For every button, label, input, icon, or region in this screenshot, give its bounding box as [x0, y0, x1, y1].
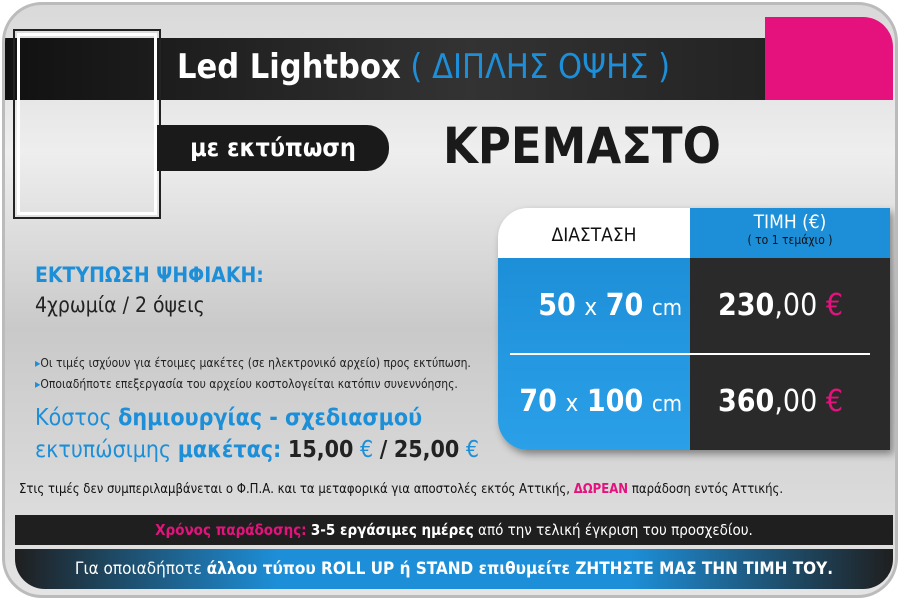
- currency: €: [825, 384, 843, 419]
- price-dec: ,00: [774, 288, 818, 323]
- unit: cm: [651, 296, 682, 321]
- size-cell: 70 x 100 cm: [498, 354, 690, 450]
- row-divider: [510, 353, 870, 355]
- text: 3-5 εργάσιμες ημέρες: [310, 521, 474, 539]
- sep: /: [379, 437, 388, 463]
- pink-block: [765, 17, 893, 100]
- price-int: 360: [718, 384, 775, 419]
- size: 50: [538, 288, 576, 323]
- price-dec: ,00: [774, 384, 818, 419]
- note-text: Οι τιμές ισχύουν για έτοιμες μακέτες (σε…: [40, 356, 471, 370]
- price-int: 230: [718, 288, 775, 323]
- times: x: [565, 389, 579, 417]
- size: 70: [519, 384, 557, 419]
- text: ΔΩΡΕΑΝ: [573, 482, 629, 497]
- currency: €: [465, 437, 480, 463]
- cost-line-1: Κόστος δημιουργίας - σχεδιασμού: [35, 405, 422, 431]
- badge: με εκτύπωση: [157, 125, 389, 171]
- print-title: ΕΚΤΥΠΩΣΗ ΨΗΦΙΑΚΗ:: [35, 263, 264, 287]
- cost-line-2: εκτυπώσιμης μακέτας: 15,00 € / 25,00 €: [35, 437, 479, 463]
- note: ▸Οι τιμές ισχύουν για έτοιμες μακέτες (σ…: [35, 356, 471, 370]
- text: από την τελική έγκριση του προσχεδίου.: [478, 521, 753, 539]
- price-cell: 360,00 €: [690, 354, 890, 450]
- title-bar: [5, 38, 780, 100]
- lightbox-icon: [13, 29, 161, 219]
- note-text: Οποιαδήποτε επεξεργασία του αρχείου κοστ…: [40, 377, 458, 391]
- price: 15,00: [287, 437, 354, 463]
- text: δημιουργίας - σχεδιασμού: [118, 405, 423, 431]
- title-sub: ( ΔΙΠΛΗΣ ΟΨΗΣ ): [410, 47, 671, 87]
- heading: ΚΡΕΜΑΣΤΟ: [443, 117, 721, 175]
- size: 70: [605, 288, 644, 323]
- vat-note: Στις τιμές δεν συμπεριλαμβάνεται ο Φ.Π.Α…: [19, 482, 783, 497]
- unit: cm: [651, 392, 682, 417]
- delivery-bar: Χρόνος παράδοσης: 3-5 εργάσιμες ημέρες α…: [15, 515, 893, 545]
- text: Χρόνος παράδοσης:: [155, 521, 307, 539]
- other-bar: Για οποιαδήποτε άλλου τύπου ROLL UP ή ST…: [15, 549, 893, 589]
- title-text: Led Lightbox: [177, 47, 401, 87]
- currency: €: [359, 437, 374, 463]
- text: Στις τιμές δεν συμπεριλαμβάνεται ο Φ.Π.Α…: [19, 482, 570, 497]
- notes: ▸Οι τιμές ισχύουν για έτοιμες μακέτες (σ…: [35, 353, 471, 395]
- text: μακέτας:: [177, 437, 282, 463]
- size: 100: [586, 384, 644, 419]
- text: εκτυπώσιμης: [35, 437, 172, 463]
- note: ▸Οποιαδήποτε επεξεργασία του αρχείου κοσ…: [35, 377, 458, 391]
- text: άλλου τύπου ROLL UP ή STAND επιθυμείτε Ζ…: [206, 559, 834, 579]
- size-cell: 50 x 70 cm: [498, 258, 690, 354]
- text: παράδοση εντός Αττικής.: [631, 482, 784, 497]
- times: x: [584, 293, 598, 321]
- text: Για οποιαδήποτε: [74, 559, 202, 579]
- header-cell: ΔΙΑΣΤΑΣΗ: [498, 208, 690, 258]
- currency: €: [825, 288, 843, 323]
- text: Κόστος: [35, 405, 112, 431]
- title: Led Lightbox ( ΔΙΠΛΗΣ ΟΨΗΣ ): [177, 47, 670, 87]
- price-cell: 230,00 €: [690, 258, 890, 354]
- price: 25,00: [393, 437, 460, 463]
- header-text: ΤΙΜΗ (€): [753, 211, 827, 233]
- price-table: ΔΙΑΣΤΑΣΗ ΤΙΜΗ (€) ( το 1 τεμάχιο ) 50 x …: [498, 208, 890, 450]
- header-cell: ΤΙΜΗ (€) ( το 1 τεμάχιο ): [690, 208, 890, 258]
- print-detail: 4χρωμία / 2 όψεις: [35, 293, 205, 317]
- header-note: ( το 1 τεμάχιο ): [747, 233, 833, 247]
